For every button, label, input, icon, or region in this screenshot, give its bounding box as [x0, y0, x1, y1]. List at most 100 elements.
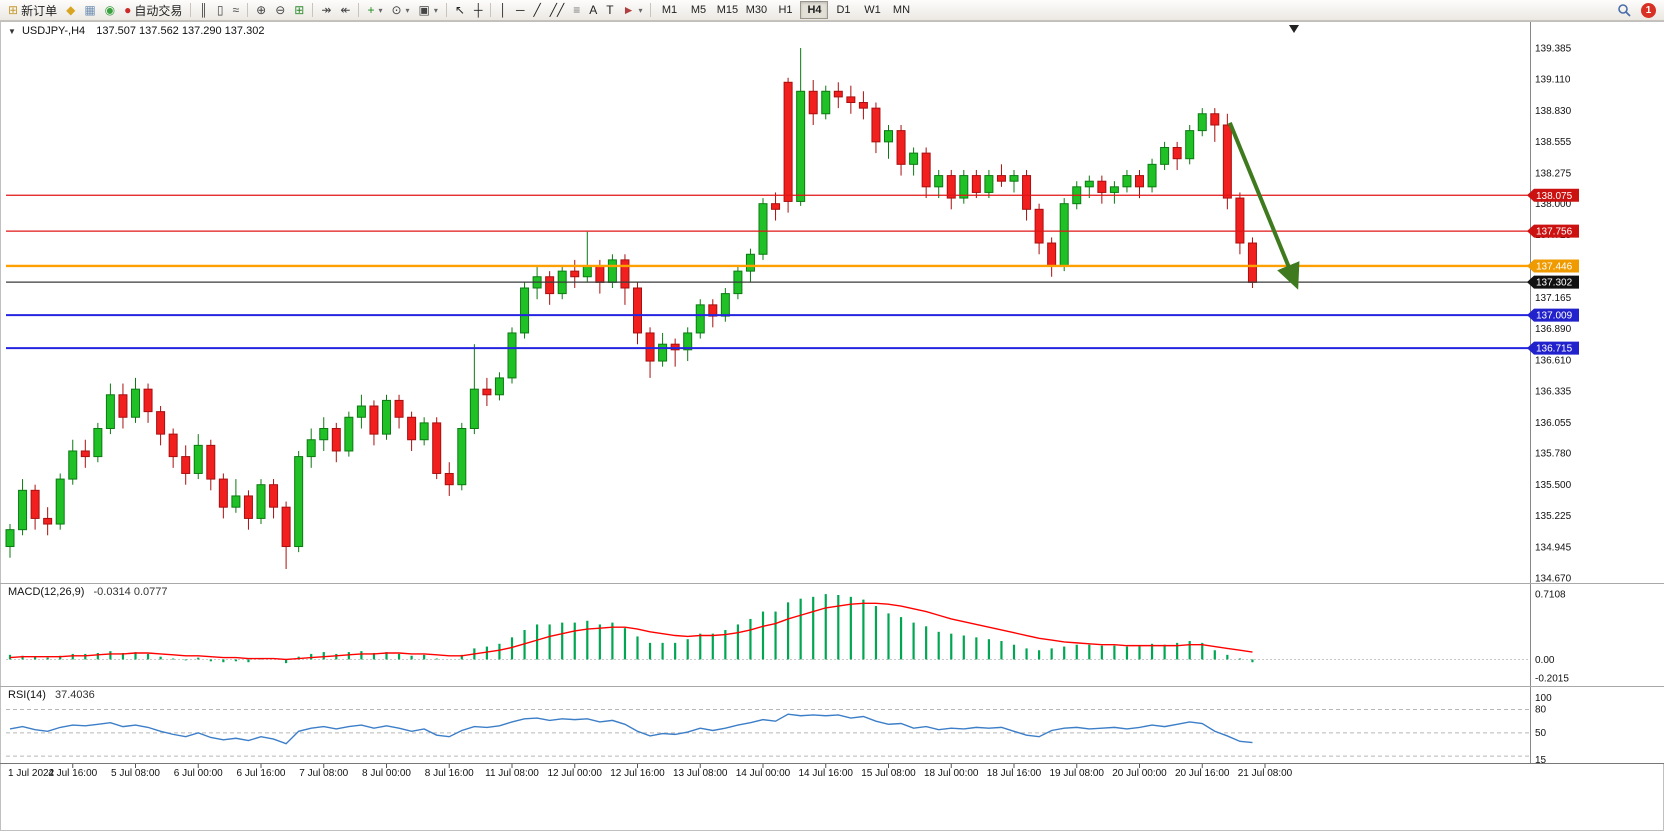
indicators-icon: +: [367, 2, 375, 17]
new-order-label: 新订单: [21, 3, 58, 18]
text-button[interactable]: A: [585, 1, 601, 20]
time-axis-label: 18 Jul 16:00: [987, 768, 1042, 779]
candle-body: [1210, 113, 1220, 126]
candle-body: [1247, 242, 1257, 283]
profiles-button[interactable]: ▦: [80, 1, 99, 20]
price-badge-label: 136.715: [1536, 344, 1573, 355]
timeframe-m15[interactable]: M15: [716, 4, 739, 16]
vertical-line-button[interactable]: │: [495, 1, 511, 20]
crosshair-icon: ┼: [473, 2, 483, 17]
candle-body: [1022, 175, 1032, 210]
candle-body: [658, 343, 668, 362]
price-axis-label: 135.780: [1535, 449, 1572, 460]
timeframe-m1[interactable]: M1: [661, 4, 678, 16]
timeframe-h1[interactable]: H1: [778, 4, 793, 16]
macd-axis-label: -0.2015: [1535, 674, 1569, 685]
templates-button[interactable]: ▣ ▾: [415, 1, 442, 20]
candlestick-chart-button[interactable]: ▯: [213, 1, 228, 20]
auto-scroll-button[interactable]: ↠: [317, 1, 335, 20]
candle-body: [18, 489, 28, 531]
text-label-icon: T: [606, 2, 614, 17]
price-badge: [1527, 341, 1579, 355]
candle-body: [507, 332, 517, 379]
candle-body: [193, 444, 203, 474]
candle-body: [821, 90, 831, 115]
candle-body: [256, 484, 266, 519]
rsi-line: [9, 713, 1253, 745]
candle-body: [93, 427, 103, 458]
zoom-out-button[interactable]: ⊖: [271, 1, 289, 20]
crosshair-button[interactable]: ┼: [470, 1, 487, 20]
candle-body: [607, 259, 617, 283]
candle-body: [243, 495, 253, 519]
trendline-button[interactable]: ╱: [530, 1, 545, 20]
periods-button[interactable]: ⊙ ▾: [387, 1, 413, 20]
candle-body: [771, 203, 781, 210]
indicators-button[interactable]: + ▾: [363, 1, 386, 20]
candle-body: [921, 152, 931, 188]
time-axis-label: 15 Jul 08:00: [861, 768, 916, 779]
candle-body: [796, 90, 806, 202]
dropdown-arrow-icon: ▾: [405, 5, 410, 15]
zoom-out-icon: ⊖: [275, 2, 286, 17]
candle-body: [1197, 113, 1207, 132]
tile-windows-button[interactable]: ⊞: [290, 1, 308, 20]
timeframe-d1[interactable]: D1: [836, 4, 851, 16]
macd-axis-label: 0.7108: [1535, 590, 1566, 601]
line-chart-button[interactable]: ≈: [229, 1, 244, 20]
timeframe-w1[interactable]: W1: [864, 4, 881, 16]
candle-body: [1235, 197, 1245, 244]
symbol-collapse-icon[interactable]: ▼: [8, 27, 16, 36]
new-order-button[interactable]: ⊞ 新订单: [4, 1, 61, 20]
candle-body: [206, 444, 216, 480]
candle-body: [946, 175, 956, 199]
trend-arrow-annotation[interactable]: [1228, 121, 1300, 290]
templates-icon: ▣: [418, 2, 430, 17]
arrows-button[interactable]: ► ▾: [619, 1, 647, 20]
candle-body: [971, 175, 981, 193]
cursor-button[interactable]: ↖: [451, 1, 469, 20]
candle-body: [407, 416, 417, 441]
horizontal-line-button[interactable]: ─: [512, 1, 529, 20]
rsi-axis-label: 50: [1535, 728, 1547, 739]
main-toolbar: ⊞ 新订单 ◆ ▦ ◉ ● 自动交易 ║ ▯ ≈ ⊕ ⊖ ⊞ ↠ ↞ + ▾ ⊙ ▾ ▣ ▾ ↖ ┼ │ ─ ╱ ╱╱ ≡ A T ► ▾ M1…: [0, 0, 1664, 21]
toolbar-separator: [247, 3, 249, 17]
candle-body: [68, 450, 78, 480]
community-button[interactable]: ◉: [101, 1, 119, 20]
candle-body: [720, 293, 730, 317]
price-axis-label: 135.500: [1535, 480, 1572, 491]
notification-badge[interactable]: 1: [1641, 2, 1656, 18]
timeframe-mn[interactable]: MN: [892, 4, 911, 16]
profiles-icon: ▦: [84, 2, 96, 17]
candle-body: [319, 427, 329, 441]
time-axis-label: 20 Jul 16:00: [1175, 768, 1230, 779]
shift-chart-button[interactable]: ↞: [336, 1, 354, 20]
fibonacci-button[interactable]: ≡: [569, 1, 584, 20]
new-chart-button[interactable]: ◆: [62, 1, 79, 20]
vertical-line-icon: │: [499, 2, 507, 17]
candle-body: [419, 422, 429, 441]
candle-body: [1222, 124, 1232, 199]
price-axis-label: 138.830: [1535, 106, 1572, 117]
autotrading-button[interactable]: ● 自动交易: [120, 1, 186, 20]
text-label-button[interactable]: T: [602, 1, 617, 20]
timeframe-h4[interactable]: H4: [800, 1, 829, 19]
search-icon[interactable]: [1617, 3, 1631, 17]
macd-values: -0.0314 0.0777: [93, 586, 168, 598]
zoom-in-button[interactable]: ⊕: [252, 1, 270, 20]
candle-body: [457, 427, 467, 486]
trendline-icon: ╱: [533, 2, 541, 17]
candle-body: [896, 130, 906, 165]
candle-body: [1097, 180, 1107, 193]
price-axis-label: 139.110: [1535, 74, 1571, 85]
bar-chart-button[interactable]: ║: [195, 1, 212, 20]
candle-body: [620, 259, 630, 289]
timeframe-m30[interactable]: M30: [745, 4, 768, 16]
candle-body: [469, 388, 479, 429]
candle-body: [281, 506, 291, 548]
timeframe-m5[interactable]: M5: [690, 4, 707, 16]
channel-button[interactable]: ╱╱: [546, 1, 568, 20]
chart-shift-marker[interactable]: [1289, 25, 1299, 33]
price-axis-label: 134.945: [1535, 543, 1572, 554]
